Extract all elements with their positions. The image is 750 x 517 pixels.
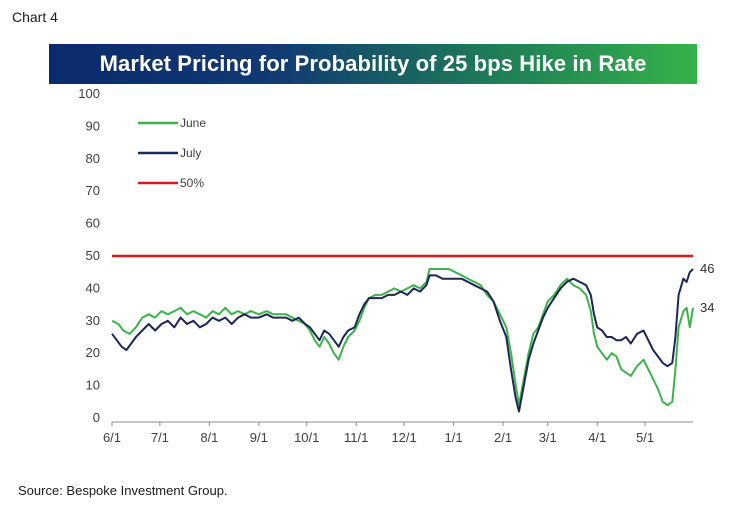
x-tick-label: 5/1 (636, 430, 654, 445)
x-tick-label: 2/1 (494, 430, 512, 445)
legend-label: June (180, 116, 206, 130)
legend-label: July (180, 146, 201, 160)
x-tick-label: 8/1 (200, 430, 218, 445)
chart-title: Market Pricing for Probability of 25 bps… (99, 51, 647, 76)
source-note: Source: Bespoke Investment Group. (18, 483, 228, 498)
y-tick-label: 80 (86, 151, 100, 166)
x-tick-label: 4/1 (588, 430, 606, 445)
chart-series-group (111, 254, 694, 413)
y-tick-label: 0 (93, 410, 100, 425)
y-tick-label: 40 (86, 280, 100, 295)
series-line-june (111, 268, 694, 406)
y-tick-label: 30 (86, 313, 100, 328)
y-tick-label: 60 (86, 216, 100, 231)
chart-legend: June July 50% (138, 116, 206, 190)
y-axis: 0 10 20 30 40 50 60 70 80 90 100 (78, 86, 100, 425)
y-tick-label: 50 (86, 248, 100, 263)
y-tick-label: 20 (86, 345, 100, 360)
x-tick-label: 9/1 (250, 430, 268, 445)
y-tick-label: 10 (86, 378, 100, 393)
end-value-labels: 34 46 (700, 261, 714, 315)
x-axis: 6/1 7/1 8/1 9/1 10/1 11/1 12/1 1/1 2/1 3/1 4/1 5/1 (103, 421, 693, 445)
x-tick-label: 10/1 (294, 430, 319, 445)
x-tick-label: 1/1 (445, 430, 463, 445)
x-tick-label: 12/1 (391, 430, 416, 445)
legend-label: 50% (180, 176, 204, 190)
series-line-july (111, 268, 694, 413)
chart-title-banner: Market Pricing for Probability of 25 bps… (49, 44, 697, 84)
x-tick-label: 3/1 (539, 430, 557, 445)
x-tick-label: 11/1 (344, 430, 368, 445)
chart-number-label: Chart 4 (12, 9, 58, 25)
x-tick-label: 6/1 (103, 430, 121, 445)
x-tick-label: 7/1 (151, 430, 169, 445)
end-value-label: 34 (700, 300, 714, 315)
y-tick-label: 100 (78, 86, 100, 101)
y-tick-label: 70 (86, 183, 100, 198)
end-value-label: 46 (700, 261, 714, 276)
y-tick-label: 90 (86, 118, 100, 133)
